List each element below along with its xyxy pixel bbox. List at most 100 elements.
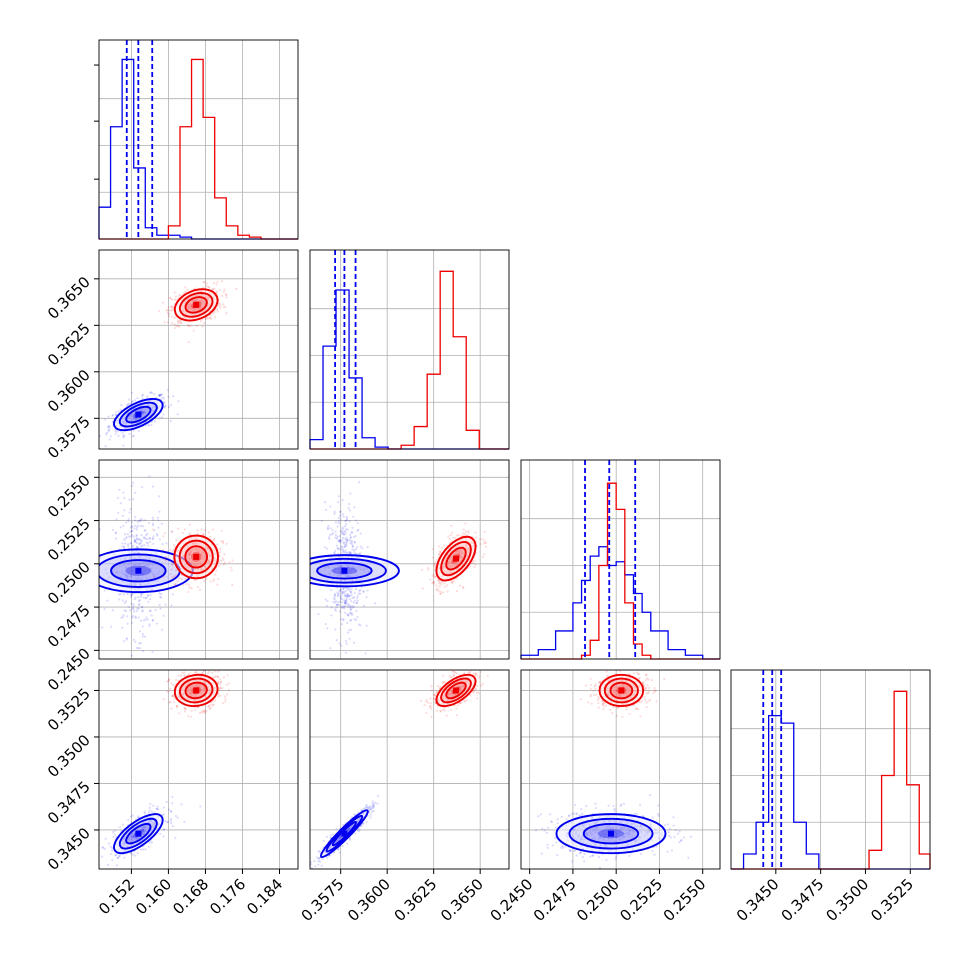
scatter-point [130,593,133,597]
scatter-point [475,672,478,675]
scatter-point [170,530,173,533]
scatter-point [224,700,227,703]
scatter-point [171,308,174,311]
scatter-point [310,861,312,864]
scatter-point [225,293,228,296]
scatter-point [217,682,220,685]
scatter-point [171,563,174,567]
scatter-point [371,810,374,813]
scatter-point [184,708,187,711]
scatter-point [317,859,320,863]
scatter-point [141,609,144,612]
scatter-point [158,592,161,595]
scatter-point [339,510,342,513]
scatter-point [152,535,155,538]
scatter-point [169,403,172,407]
scatter-point [329,505,332,508]
scatter-point [171,695,175,698]
scatter-point [122,545,126,548]
scatter-point [215,290,218,293]
scatter-point [172,395,175,398]
scatter-point [231,583,234,587]
scatter-point [144,529,147,532]
scatter-point [438,579,441,582]
scatter-point [322,839,325,842]
scatter-point [356,599,359,602]
scatter-point [170,694,174,697]
scatter-point [99,434,102,438]
scatter-point [161,543,164,546]
scatter-point [348,509,352,512]
scatter-point [472,561,475,565]
scatter-point [106,863,110,867]
scatter-point [348,597,352,600]
scatter-point [349,551,352,554]
scatter-point [109,625,113,628]
scatter-point [129,530,132,533]
scatter-point [121,665,123,667]
scatter-point [169,548,172,552]
scatter-point [443,680,446,683]
scatter-point [348,611,352,614]
scatter-point [474,531,477,534]
scatter-point [174,316,177,319]
scatter-point [135,534,138,537]
scatter-point [369,816,372,819]
scatter-point [341,666,343,668]
scatter-point [462,587,465,590]
scatter-point [475,697,479,700]
scatter-point [117,855,121,858]
scatter-point [347,614,350,617]
scatter-point [161,396,164,399]
scatter-point [104,837,107,840]
scatter-point [221,556,224,560]
scatter-point [182,583,185,587]
scatter-point [145,596,148,599]
scatter-point [132,434,135,437]
scatter-point [149,598,152,601]
scatter-point [341,844,344,848]
scatter-point [221,294,224,298]
scatter-point [358,481,361,484]
scatter-point [340,552,344,555]
scatter-point [358,623,361,626]
scatter-point [153,529,156,532]
scatter-point [130,391,134,394]
scatter-point [342,587,345,591]
scatter-group [99,670,231,869]
scatter-point [204,710,207,713]
scatter-point [347,594,351,597]
scatter-point [119,408,123,412]
scatter-point [365,820,368,824]
scatter-point [166,680,169,683]
scatter-point [336,535,339,539]
scatter-point [148,809,151,812]
scatter-point [472,691,475,694]
scatter-point [146,594,149,598]
scatter-point [368,805,372,808]
scatter-point [152,575,156,578]
scatter-point [163,401,166,404]
scatter-point [223,553,226,556]
scatter-point [193,578,196,582]
scatter-point [167,680,170,683]
scatter-point [348,594,351,597]
scatter-point [166,821,169,824]
scatter-point [107,425,110,428]
scatter-point [352,641,356,644]
scatter-point [353,592,356,595]
scatter-point [132,481,135,484]
scatter-point [195,325,199,328]
scatter-point [430,715,433,718]
scatter-point [344,594,347,597]
scatter-point [158,603,161,607]
scatter-point [334,549,337,552]
scatter-point [172,549,175,553]
scatter-point [104,445,107,448]
scatter-point [134,640,137,643]
scatter-point [313,860,316,863]
scatter-point [218,302,221,305]
scatter-point [176,704,179,708]
scatter-point [228,561,231,564]
scatter-point [342,618,345,621]
